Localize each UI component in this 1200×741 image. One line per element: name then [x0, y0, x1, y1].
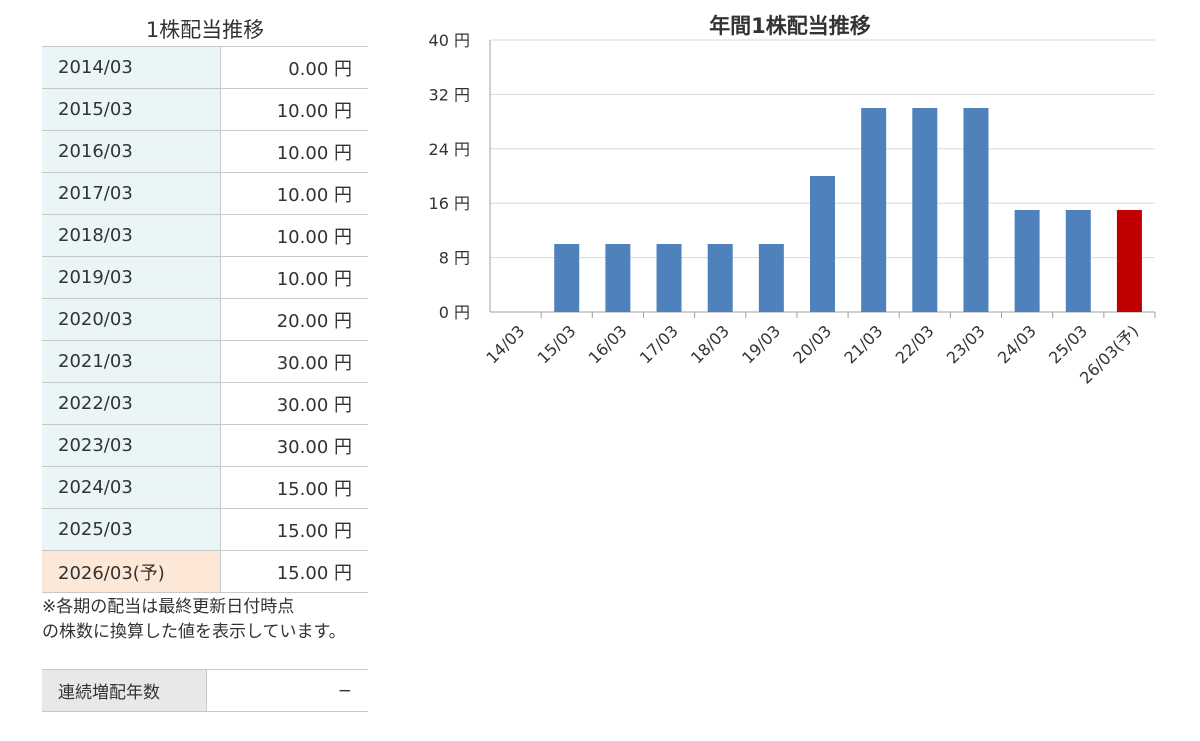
- y-tick-label: 40 円: [429, 31, 470, 50]
- row-year: 2026/03(予): [42, 550, 221, 593]
- table-row: 2016/03 10.00 円: [42, 130, 368, 173]
- x-tick-label: 25/03: [1045, 321, 1091, 367]
- bar: [861, 108, 887, 312]
- row-value: 30.00 円: [220, 382, 368, 425]
- bar: [605, 244, 631, 312]
- row-value: 10.00 円: [220, 130, 368, 173]
- x-tick-label: 22/03: [892, 321, 938, 367]
- row-year: 2020/03: [42, 298, 221, 341]
- bar: [963, 108, 989, 312]
- row-year: 2022/03: [42, 382, 221, 425]
- x-tick-label: 18/03: [687, 321, 733, 367]
- table-row: 2014/03 0.00 円: [42, 46, 368, 89]
- table-row: 2021/03 30.00 円: [42, 340, 368, 383]
- streak-label: 連続増配年数: [42, 669, 207, 712]
- streak-row: 連続増配年数 −: [42, 669, 368, 712]
- x-tick-label: 24/03: [994, 321, 1040, 367]
- row-year: 2014/03: [42, 46, 221, 89]
- row-value: 15.00 円: [220, 508, 368, 551]
- row-year: 2025/03: [42, 508, 221, 551]
- x-tick-label: 17/03: [636, 321, 682, 367]
- row-year: 2024/03: [42, 466, 221, 509]
- row-year: 2016/03: [42, 130, 221, 173]
- note-line-2: の株数に換算した値を表示しています。: [42, 622, 346, 642]
- row-value: 15.00 円: [220, 466, 368, 509]
- x-tick-label: 19/03: [738, 321, 784, 367]
- x-tick-label: 20/03: [789, 321, 835, 367]
- row-year: 2017/03: [42, 172, 221, 215]
- note: ※各期の配当は最終更新日付時点 の株数に換算した値を表示しています。: [42, 595, 368, 645]
- table-row: 2015/03 10.00 円: [42, 88, 368, 131]
- y-tick-label: 24 円: [429, 140, 470, 159]
- streak-table: 連続増配年数 −: [42, 669, 368, 712]
- chart-title: 年間1株配当推移: [709, 14, 871, 38]
- bar: [912, 108, 938, 312]
- row-value: 15.00 円: [220, 550, 368, 593]
- bar: [554, 244, 580, 312]
- forecast-bar: [1116, 210, 1142, 312]
- row-value: 10.00 円: [220, 214, 368, 257]
- streak-value: −: [206, 669, 368, 712]
- table-row: 2018/03 10.00 円: [42, 214, 368, 257]
- bar: [1014, 210, 1040, 312]
- x-tick-label: 23/03: [943, 321, 989, 367]
- table-row: 2019/03 10.00 円: [42, 256, 368, 299]
- row-value: 10.00 円: [220, 172, 368, 215]
- y-tick-label: 16 円: [429, 194, 470, 213]
- table-row: 2022/03 30.00 円: [42, 382, 368, 425]
- row-value: 30.00 円: [220, 340, 368, 383]
- chart-svg: 0 円 8 円 16 円 24 円 32 円 40 円 14/03 15/03 16/03 17/…: [429, 31, 1156, 388]
- table-row: 2025/03 15.00 円: [42, 508, 368, 551]
- bar: [758, 244, 784, 312]
- note-line-1: ※各期の配当は最終更新日付時点: [42, 597, 295, 617]
- row-value: 20.00 円: [220, 298, 368, 341]
- row-year: 2023/03: [42, 424, 221, 467]
- row-year: 2019/03: [42, 256, 221, 299]
- row-value: 0.00 円: [220, 46, 368, 89]
- table-row: 2017/03 10.00 円: [42, 172, 368, 215]
- x-tick-label: 21/03: [840, 321, 886, 367]
- x-tick-label: 16/03: [585, 321, 631, 367]
- table-row: 2020/03 20.00 円: [42, 298, 368, 341]
- row-year: 2015/03: [42, 88, 221, 131]
- bar: [707, 244, 733, 312]
- x-tick-label: 14/03: [482, 321, 528, 367]
- dividend-chart: 年間1株配当推移 0 円 8 円 16 円 24 円 32 円 40 円 14/03 15/0…: [400, 0, 1180, 420]
- y-tick-label: 32 円: [429, 85, 470, 104]
- table-row: 2023/03 30.00 円: [42, 424, 368, 467]
- y-tick-label: 8 円: [439, 249, 470, 268]
- dividend-table: 2014/03 0.00 円 2015/03 10.00 円 2016/03 10.00 …: [42, 46, 368, 593]
- x-tick-label: 15/03: [534, 321, 580, 367]
- table-row: 2024/03 15.00 円: [42, 466, 368, 509]
- row-value: 30.00 円: [220, 424, 368, 467]
- table-row: 2026/03(予) 15.00 円: [42, 550, 368, 593]
- row-year: 2018/03: [42, 214, 221, 257]
- dividend-table-panel: 1株配当推移 2014/03 0.00 円 2015/03 10.00 円 2016/0…: [42, 12, 368, 712]
- bar: [1065, 210, 1091, 312]
- row-year: 2021/03: [42, 340, 221, 383]
- row-value: 10.00 円: [220, 256, 368, 299]
- bar: [656, 244, 682, 312]
- bar: [810, 176, 835, 312]
- table-title: 1株配当推移: [145, 18, 265, 42]
- y-tick-label: 0 円: [439, 303, 470, 322]
- row-value: 10.00 円: [220, 88, 368, 131]
